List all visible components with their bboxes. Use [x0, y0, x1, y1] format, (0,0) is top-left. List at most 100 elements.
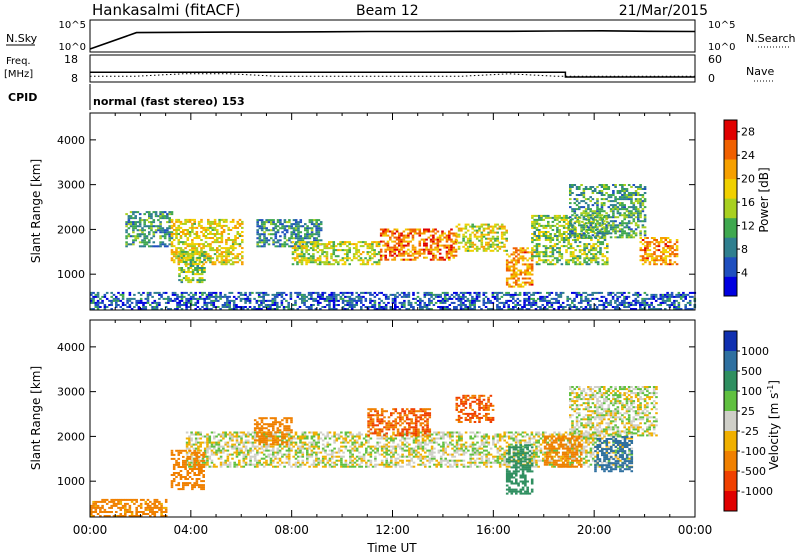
- echo-cell: [231, 436, 234, 438]
- echo-cell: [272, 233, 275, 235]
- echo-cell: [190, 261, 193, 263]
- echo-cell: [621, 292, 624, 294]
- echo-cell: [496, 240, 499, 242]
- echo-cell: [270, 221, 273, 223]
- echo-cell: [143, 221, 146, 223]
- echo-cell: [302, 434, 305, 436]
- echo-cell: [394, 306, 397, 308]
- echo-cell: [503, 232, 506, 234]
- echo-cell: [662, 261, 665, 263]
- echo-cell: [189, 231, 192, 233]
- echo-cell: [635, 192, 638, 194]
- echo-cell: [182, 223, 185, 225]
- echo-cell: [469, 306, 472, 308]
- echo-cell: [587, 300, 590, 302]
- echo-cell: [369, 259, 372, 261]
- echo-cell: [192, 296, 195, 298]
- echo-cell: [346, 251, 349, 253]
- echo-cell: [209, 247, 212, 249]
- echo-cell: [185, 302, 188, 304]
- echo-cell: [212, 237, 215, 239]
- echo-cell: [301, 245, 304, 247]
- echo-cell: [556, 261, 559, 263]
- echo-cell: [193, 245, 196, 247]
- echo-cell: [572, 257, 575, 259]
- echo-cell: [315, 452, 318, 454]
- echo-cell: [210, 302, 213, 304]
- echo-cell: [576, 220, 579, 222]
- echo-cell: [569, 230, 572, 232]
- echo-cell: [649, 241, 652, 243]
- echo-cell: [319, 302, 322, 304]
- echo-cell: [662, 249, 665, 251]
- echo-cell: [619, 228, 622, 230]
- echo-cell: [277, 221, 280, 223]
- echo-cell: [312, 259, 315, 261]
- echo-cell: [238, 450, 241, 452]
- echo-cell: [355, 245, 358, 247]
- echo-cell: [226, 298, 229, 300]
- echo-cell: [385, 304, 388, 306]
- echo-cell: [270, 446, 273, 448]
- echo-cell: [574, 184, 577, 186]
- echo-cell: [526, 251, 529, 253]
- echo-cell: [566, 296, 569, 298]
- echo-cell: [567, 239, 570, 241]
- echo-cell: [520, 247, 523, 249]
- echo-cell: [122, 294, 125, 296]
- echo-cell: [601, 228, 604, 230]
- echo-cell: [633, 220, 636, 222]
- echo-cell: [660, 237, 663, 239]
- echo-cell: [649, 249, 652, 251]
- echo-cell: [592, 249, 595, 251]
- echo-cell: [238, 452, 241, 454]
- echo-cell: [221, 261, 224, 263]
- echo-cell: [533, 239, 536, 241]
- echo-cell: [642, 188, 645, 190]
- echo-cell: [224, 304, 227, 306]
- echo-cell: [485, 248, 488, 250]
- echo-cell: [646, 259, 649, 261]
- echo-cell: [373, 249, 376, 251]
- nsky-tick-bottom: 10^0: [59, 42, 86, 53]
- echo-cell: [621, 232, 624, 234]
- echo-cell: [587, 294, 590, 296]
- echo-cell: [261, 241, 264, 243]
- echo-cell: [483, 224, 486, 226]
- echo-cell: [327, 446, 330, 448]
- echo-cell: [407, 259, 410, 261]
- echo-cell: [214, 235, 217, 237]
- echo-cell: [171, 245, 174, 247]
- echo-cell: [193, 434, 196, 436]
- echo-cell: [391, 241, 394, 243]
- echo-cell: [159, 245, 162, 247]
- echo-cell: [134, 223, 137, 225]
- echo-cell: [228, 296, 231, 298]
- echo-cell: [348, 247, 351, 249]
- echo-cell: [576, 204, 579, 206]
- echo-cell: [639, 204, 642, 206]
- echo-cell: [621, 208, 624, 210]
- echo-cell: [536, 221, 539, 223]
- echo-cell: [311, 432, 314, 434]
- echo-cell: [219, 298, 222, 300]
- echo-cell: [238, 464, 241, 466]
- echo-cell: [317, 292, 320, 294]
- echo-cell: [188, 300, 191, 302]
- echo-cell: [317, 247, 320, 249]
- echo-cell: [548, 300, 551, 302]
- echo-cell: [193, 221, 196, 223]
- echo-cell: [281, 245, 284, 247]
- echo-cell: [394, 233, 397, 235]
- echo-cell: [125, 223, 128, 225]
- echo-cell: [465, 242, 468, 244]
- echo-cell: [571, 234, 574, 236]
- echo-cell: [590, 247, 593, 249]
- echo-cell: [196, 273, 199, 275]
- echo-cell: [187, 253, 190, 255]
- echo-cell: [462, 296, 465, 298]
- echo-cell: [623, 300, 626, 302]
- echo-cell: [317, 434, 320, 436]
- colorbar-swatch: [724, 179, 737, 199]
- echo-cell: [327, 434, 330, 436]
